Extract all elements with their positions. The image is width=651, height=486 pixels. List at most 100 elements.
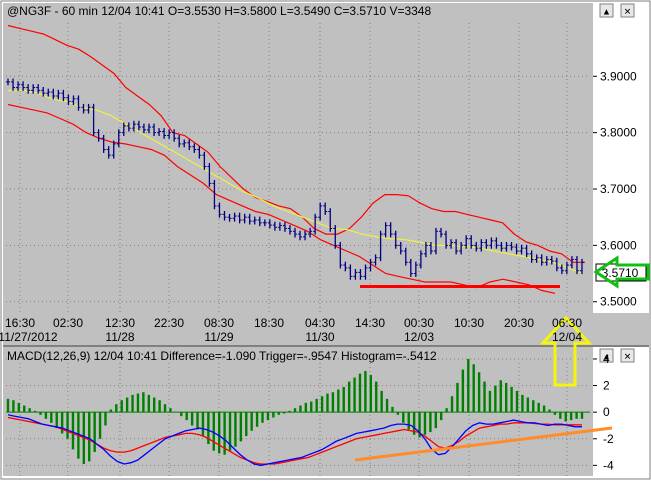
price-bar (252, 216, 257, 225)
green-arrow-annotation (593, 255, 650, 289)
price-bar (449, 239, 454, 249)
price-bar (479, 239, 484, 252)
price-plot (6, 24, 585, 294)
price-bar (293, 227, 297, 238)
price-tick-label: 3.9000 (600, 69, 637, 83)
price-bar (71, 95, 76, 106)
price-bar (459, 241, 464, 255)
price-bar (569, 256, 574, 269)
macd-tick-label: 2 (603, 379, 610, 393)
time-tick-label: 20:30 (504, 316, 534, 330)
price-bar (167, 129, 172, 139)
price-bar (207, 163, 212, 187)
price-bar (559, 264, 564, 275)
price-bar (51, 88, 56, 100)
date-tick-label: 12/03 (404, 330, 434, 344)
macd-tick-label: 4 (603, 352, 610, 366)
price-bar (298, 230, 303, 241)
collapse-icon: ▲ (602, 7, 611, 17)
price-bar (36, 84, 41, 94)
price-bar (308, 227, 313, 238)
time-tick-label: 14:30 (355, 316, 385, 330)
price-axis-labels: 3.5000 3.6000 3.7000 3.8000 3.9000 (593, 69, 637, 309)
price-bar (212, 179, 217, 210)
price-bar (21, 81, 26, 91)
price-bar (534, 254, 539, 263)
price-tick-label: 3.7000 (600, 182, 637, 196)
price-bar (413, 261, 418, 277)
price-tick-label: 3.5000 (600, 295, 637, 309)
price-bar (101, 134, 106, 153)
collapse-button[interactable] (599, 3, 614, 18)
close-icon: ✕ (624, 7, 632, 17)
price-bar (76, 95, 81, 111)
price-bar (358, 269, 363, 280)
price-bar (428, 241, 433, 255)
price-chart-header: @NG3F - 60 min 12/04 10:41 O=3.5530 H=3.… (7, 4, 431, 18)
price-bar (519, 244, 524, 255)
price-bar (469, 235, 474, 249)
macd-collapse-button[interactable] (599, 348, 614, 363)
price-bar (81, 103, 86, 114)
macd-close-icon: ✕ (624, 352, 632, 362)
price-bar (267, 219, 272, 229)
date-tick-label: 11/28 (105, 330, 134, 344)
price-bar (514, 243, 519, 255)
price-bar (433, 227, 438, 255)
macd-trend-line-annotation (354, 426, 613, 462)
price-bar (61, 89, 66, 102)
price-gridlines (6, 23, 590, 313)
yellow-arrow-annotation (539, 315, 593, 387)
price-bar (116, 129, 121, 148)
price-bar (277, 222, 282, 231)
macd-axis-area (593, 347, 649, 476)
price-bar (328, 208, 333, 232)
price-bar (504, 241, 509, 252)
price-bar (56, 89, 61, 100)
price-bar (46, 88, 51, 97)
price-bar (217, 202, 222, 218)
price-bar (564, 261, 569, 275)
macd-panel-buttons: ▲ ✕ (599, 348, 635, 363)
price-bar (131, 120, 136, 132)
close-button[interactable] (620, 3, 635, 18)
price-bar (444, 230, 449, 249)
price-bar (177, 134, 182, 148)
price-bar (162, 128, 167, 139)
price-bar (549, 256, 554, 265)
price-bar (454, 239, 459, 255)
time-tick-label: 18:30 (254, 316, 284, 330)
price-bar (343, 261, 348, 272)
upper-band-line (7, 24, 585, 263)
price-bar (16, 81, 21, 91)
price-bar (152, 123, 157, 137)
price-bar (313, 213, 318, 235)
price-bar (474, 241, 479, 252)
price-bar (237, 212, 242, 224)
price-bar (484, 239, 489, 249)
macd-close-button[interactable] (620, 348, 635, 363)
price-bar (393, 230, 398, 249)
price-bar (489, 237, 494, 249)
macd-axis-labels: -4 -2 0 2 4 (593, 352, 614, 472)
price-panel-buttons: ▲ ✕ (599, 3, 635, 18)
last-price-label: 3.5710 (602, 266, 639, 280)
macd-difference-line (7, 414, 583, 467)
date-tick-label: 11/30 (305, 330, 334, 344)
price-bar (423, 241, 428, 258)
time-tick-label: 12:30 (105, 316, 135, 330)
price-bar (287, 225, 292, 235)
price-bar (580, 258, 584, 275)
price-bar (333, 225, 338, 249)
price-bar (348, 264, 353, 280)
price-bar (509, 241, 514, 251)
macd-plot (6, 358, 613, 467)
price-bar (66, 94, 71, 106)
price-bar (96, 129, 101, 142)
price-bar (403, 247, 408, 266)
price-bar (111, 140, 116, 159)
price-bar (363, 264, 368, 280)
date-tick-label: 11/29 (204, 330, 233, 344)
price-bar (172, 129, 177, 142)
